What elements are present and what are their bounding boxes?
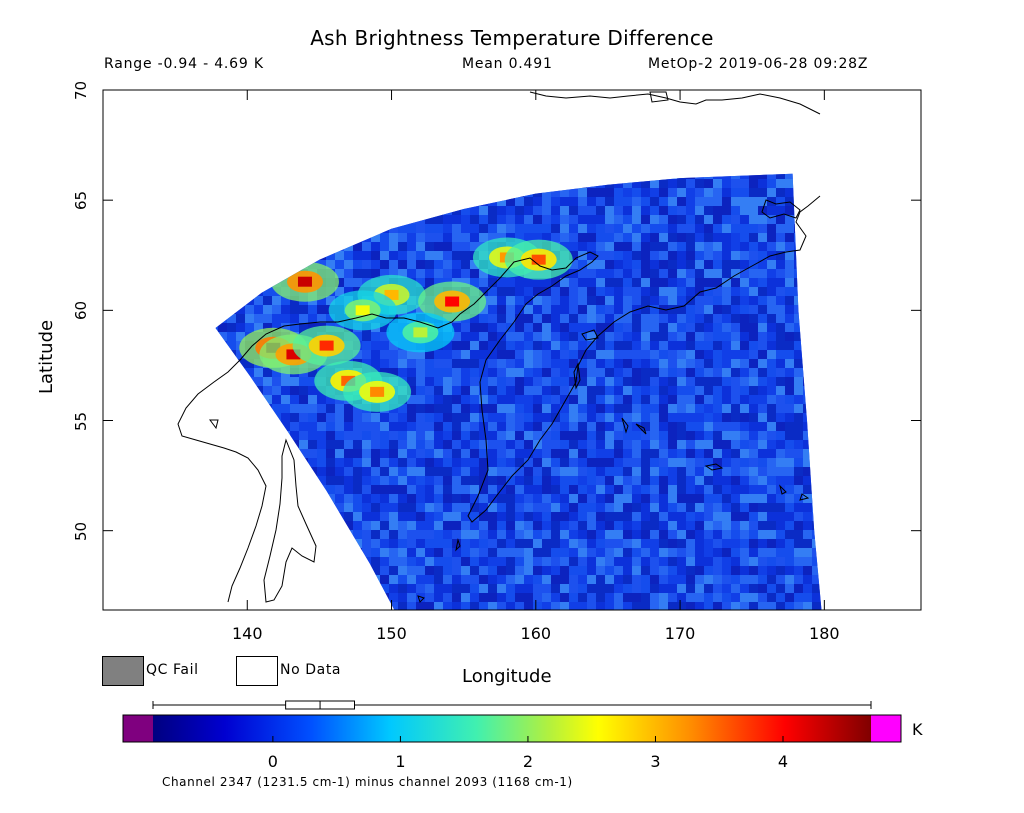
colorbar-tick-label: 2 (522, 752, 534, 771)
ash-hotspot (413, 327, 428, 338)
lat-tick-label: 70 (72, 80, 90, 100)
y-axis-label: Latitude (36, 319, 57, 394)
no-data-label: No Data (280, 662, 342, 678)
ash-hotspot (355, 305, 370, 316)
coastline (177, 91, 821, 603)
ash-hotspot (286, 349, 301, 360)
lon-tick-label: 160 (520, 624, 552, 643)
coast-islands (209, 329, 810, 603)
ash-hotspot (297, 276, 312, 287)
ash-hotspot (384, 289, 399, 300)
chart-title: Ash Brightness Temperature Difference (310, 26, 714, 50)
colorbar-tick-label: 4 (777, 752, 789, 771)
colorbar-overflow (871, 715, 901, 742)
colorbar-tick-label: 3 (650, 752, 661, 771)
coast-kamchatka (177, 195, 821, 603)
lat-tick-label: 55 (72, 411, 90, 431)
coast-sakhalin (263, 438, 317, 603)
coast-anadyr (761, 199, 801, 219)
ash-hotspot (341, 375, 356, 386)
ash-hotspot (319, 340, 334, 351)
colorbar-tick-label: 0 (267, 752, 278, 771)
lat-tick-label: 60 (72, 301, 90, 321)
swath-texture (215, 173, 822, 610)
colorbar-tick-label: 1 (395, 752, 406, 771)
latitude-ticks (103, 89, 921, 532)
colorbar-frame (122, 714, 902, 743)
ash-hotspot (445, 296, 460, 307)
qc-fail-label: QC Fail (146, 662, 199, 678)
colorbar-gradient (153, 715, 871, 742)
colorbar-unit: K (912, 720, 923, 739)
colorbar-underflow (123, 715, 153, 742)
ash-hotspot (370, 386, 385, 397)
ash-hotspot (531, 254, 546, 265)
lat-tick-label: 65 (72, 191, 90, 211)
channel-footer: Channel 2347 (1231.5 cm-1) minus channel… (162, 775, 573, 789)
lon-tick-label: 140 (231, 624, 263, 643)
satellite-time-label: MetOp-2 2019-06-28 09:28Z (648, 56, 869, 72)
range-label: Range -0.94 - 4.69 K (104, 56, 264, 72)
mean-label: Mean 0.491 (462, 56, 553, 72)
coast-wrangel (649, 91, 669, 103)
longitude-ticks (246, 90, 825, 610)
qc-fail-swatch (102, 656, 144, 686)
lat-tick-label: 50 (72, 521, 90, 541)
x-axis-label: Longitude (462, 666, 552, 687)
no-data-swatch (236, 656, 278, 686)
value-boxplot (152, 700, 872, 710)
coast-chukotka (529, 91, 821, 115)
lon-tick-label: 170 (664, 624, 696, 643)
plot-frame (102, 89, 922, 611)
lon-tick-label: 180 (809, 624, 840, 643)
colorbar-ticks (272, 736, 784, 742)
ash-hotspots (239, 237, 573, 412)
lon-tick-label: 150 (376, 624, 407, 643)
